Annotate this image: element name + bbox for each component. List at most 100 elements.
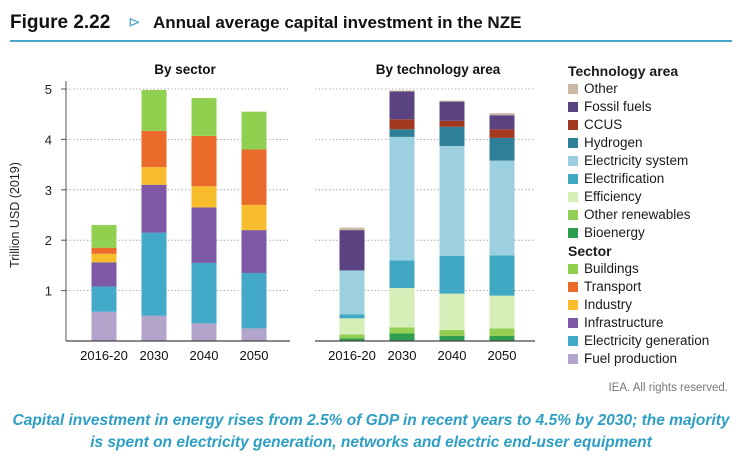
legend-label: Infrastructure	[584, 315, 664, 330]
bar-segment	[489, 328, 515, 336]
bar-segment	[241, 204, 267, 231]
panel-title: By sector	[154, 62, 216, 77]
legend-sector-list: Buildings Transport Industry Infrastructure…	[568, 260, 738, 368]
investment-chart: 1 2 3 4 5 Trillion USD (2019) By sector 2016-20…	[8, 62, 535, 363]
bar-segment	[91, 225, 117, 248]
legend-label: Hydrogen	[584, 135, 643, 150]
legend-swatch	[568, 156, 578, 166]
bar-segment	[141, 232, 167, 316]
tech-legend-item: Fossil fuels	[568, 98, 738, 116]
bar-segment	[91, 286, 117, 312]
bar-segment	[389, 327, 415, 334]
bar-segment	[489, 137, 515, 161]
y-tick-label: 5	[45, 82, 52, 97]
bar-segment	[439, 335, 465, 341]
bar-segment	[389, 333, 415, 341]
legend-label: Transport	[584, 279, 642, 294]
legend-swatch	[568, 174, 578, 184]
legend: Technology area Other Fossil fuels CCUS Hyd…	[568, 62, 738, 368]
bar-segment	[489, 129, 515, 138]
tech-legend-item: Electricity system	[568, 152, 738, 170]
y-tick-label: 1	[45, 284, 52, 299]
sector-legend-item: Transport	[568, 278, 738, 296]
legend-label: Fuel production	[584, 351, 678, 366]
tech-legend-item: Electrification	[568, 170, 738, 188]
sector-legend-item: Fuel production	[568, 350, 738, 368]
y-tick-label: 4	[45, 132, 52, 147]
bar-segment	[389, 288, 415, 328]
bar-segment	[91, 262, 117, 287]
legend-swatch	[568, 318, 578, 328]
tech-legend-item: Bioenergy	[568, 224, 738, 242]
bar-segment	[91, 253, 117, 263]
legend-label: Buildings	[584, 261, 639, 276]
legend-swatch	[568, 84, 578, 94]
bar-segment	[489, 160, 515, 256]
figure-arrow-icon: ⊳	[128, 14, 141, 31]
legend-swatch	[568, 192, 578, 202]
x-tick-label: 2040	[438, 348, 467, 363]
bar-segment	[339, 227, 365, 231]
bar-segment	[389, 90, 415, 92]
bar-segment	[439, 126, 465, 146]
tech-legend-item: Efficiency	[568, 188, 738, 206]
legend-swatch	[568, 120, 578, 130]
legend-label: Bioenergy	[584, 225, 645, 240]
bar-segment	[489, 115, 515, 130]
bar-segment	[439, 100, 465, 102]
legend-swatch	[568, 102, 578, 112]
bar-segment	[339, 314, 365, 319]
rights-notice: IEA. All rights reserved.	[608, 382, 728, 394]
bar-segment	[241, 272, 267, 329]
legend-tech-list: Other Fossil fuels CCUS Hydrogen Electricity…	[568, 80, 738, 242]
bar-segment	[191, 323, 217, 341]
x-tick-label: 2050	[488, 348, 517, 363]
legend-sector-heading: Sector	[568, 243, 612, 259]
figure-caption: Capital investment in energy rises from …	[12, 412, 730, 451]
legend-label: Fossil fuels	[584, 99, 652, 114]
bar-segment	[191, 207, 217, 263]
x-tick-label: 2030	[140, 348, 169, 363]
sector-legend-item: Industry	[568, 296, 738, 314]
legend-label: Other	[584, 81, 618, 96]
bar-segment	[191, 262, 217, 324]
bar-segment	[241, 149, 267, 205]
y-tick-label: 2	[45, 233, 52, 248]
legend-swatch	[568, 210, 578, 220]
bar-segment	[241, 111, 267, 150]
legend-swatch	[568, 138, 578, 148]
legend-swatch	[568, 354, 578, 364]
tech-legend-item: Other	[568, 80, 738, 98]
legend-swatch	[568, 228, 578, 238]
legend-swatch	[568, 336, 578, 346]
bar-segment	[439, 101, 465, 121]
bar-segment	[141, 167, 167, 185]
bar-segment	[439, 255, 465, 294]
x-tick-label: 2016-20	[80, 348, 128, 363]
legend-label: Electrification	[584, 171, 665, 186]
legend-label: Electricity generation	[584, 333, 710, 348]
figure-title: Annual average capital investment in the…	[153, 13, 522, 32]
bar-segment	[141, 130, 167, 168]
bar-segment	[339, 230, 365, 271]
legend-swatch	[568, 264, 578, 274]
bar-segment	[489, 295, 515, 329]
bar-segment	[439, 293, 465, 330]
tech-legend-item: CCUS	[568, 116, 738, 134]
y-axis-label: Trillion USD (2019)	[8, 162, 22, 268]
bar-segment	[91, 247, 117, 254]
bar-segment	[489, 113, 515, 116]
sector-legend-item: Buildings	[568, 260, 738, 278]
bar-segment	[241, 328, 267, 341]
bar-segment	[141, 184, 167, 233]
figure-header: Figure 2.22 ⊳ Annual average capital inv…	[10, 10, 734, 38]
sector-legend-item: Electricity generation	[568, 332, 738, 350]
bar-segment	[339, 270, 365, 315]
header-rule	[10, 40, 732, 42]
tech-legend-item: Hydrogen	[568, 134, 738, 152]
bar-segment	[191, 186, 217, 208]
legend-swatch	[568, 300, 578, 310]
bar-segment	[241, 230, 267, 273]
legend-label: Other renewables	[584, 207, 691, 222]
bar-segment	[141, 90, 167, 131]
